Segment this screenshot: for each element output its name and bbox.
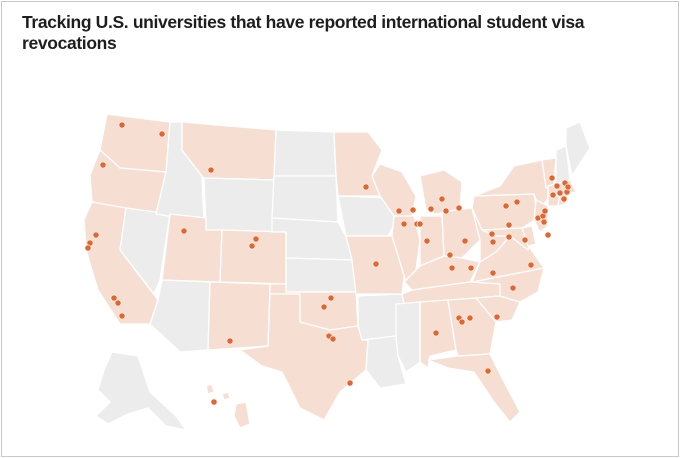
university-marker[interactable] [409,206,417,214]
state-ak [95,351,187,431]
university-marker[interactable] [493,313,501,321]
university-marker[interactable] [252,235,260,243]
university-marker[interactable] [560,195,568,203]
university-marker[interactable] [513,198,521,206]
university-marker[interactable] [110,294,118,302]
university-marker[interactable] [362,183,370,191]
university-marker[interactable] [553,182,561,190]
state-hi [205,383,251,429]
state-mn [333,131,383,197]
university-marker[interactable] [400,220,408,228]
state-az [149,279,211,353]
state-tx [239,293,369,421]
university-marker[interactable] [327,294,335,302]
university-marker[interactable] [158,130,166,138]
university-marker[interactable] [548,174,556,182]
university-marker[interactable] [502,202,510,210]
university-marker[interactable] [99,161,107,169]
state-wy [203,177,275,233]
university-marker[interactable] [432,329,440,337]
university-marker[interactable] [461,237,469,245]
university-marker[interactable] [488,230,496,238]
university-marker[interactable] [180,227,188,235]
university-marker[interactable] [458,318,466,326]
university-marker[interactable] [484,367,492,375]
university-marker[interactable] [541,207,549,215]
university-marker[interactable] [467,264,475,272]
university-marker[interactable] [438,195,446,203]
university-marker[interactable] [372,260,380,268]
state-oh [441,207,481,259]
university-marker[interactable] [92,231,100,239]
state-ks [285,257,357,293]
university-marker[interactable] [423,237,431,245]
university-marker[interactable] [346,379,354,387]
university-marker[interactable] [118,121,126,129]
university-marker[interactable] [549,191,557,199]
university-marker[interactable] [509,284,517,292]
university-marker[interactable] [226,337,234,345]
state-fl [427,353,521,423]
university-markers [84,121,572,406]
state-sd [271,175,339,223]
university-marker[interactable] [446,251,454,259]
university-marker[interactable] [416,220,424,228]
university-marker[interactable] [427,205,435,213]
university-marker[interactable] [248,242,256,250]
university-marker[interactable] [320,303,328,311]
state-shapes [83,113,591,431]
university-marker[interactable] [210,398,218,406]
university-marker[interactable] [489,269,497,277]
state-pa [471,193,539,231]
university-marker[interactable] [527,261,535,269]
university-marker[interactable] [395,207,403,215]
university-marker[interactable] [118,312,126,320]
university-marker[interactable] [442,207,450,215]
university-marker[interactable] [207,166,215,174]
university-marker[interactable] [505,221,513,229]
university-marker[interactable] [448,264,456,272]
university-marker[interactable] [84,244,92,252]
state-me [565,121,591,177]
university-marker[interactable] [564,183,572,191]
state-nd [273,129,337,177]
university-marker[interactable] [114,299,122,307]
university-marker[interactable] [556,189,564,197]
university-marker[interactable] [466,314,474,322]
university-marker[interactable] [329,335,337,343]
chart-title: Tracking U.S. universities that have rep… [22,12,585,53]
university-marker[interactable] [540,218,548,226]
university-marker[interactable] [455,204,463,212]
university-marker[interactable] [505,233,513,241]
university-marker[interactable] [489,238,497,246]
state-sc [475,295,521,323]
state-nm [207,281,271,351]
university-marker[interactable] [544,231,552,239]
university-marker[interactable] [521,236,529,244]
